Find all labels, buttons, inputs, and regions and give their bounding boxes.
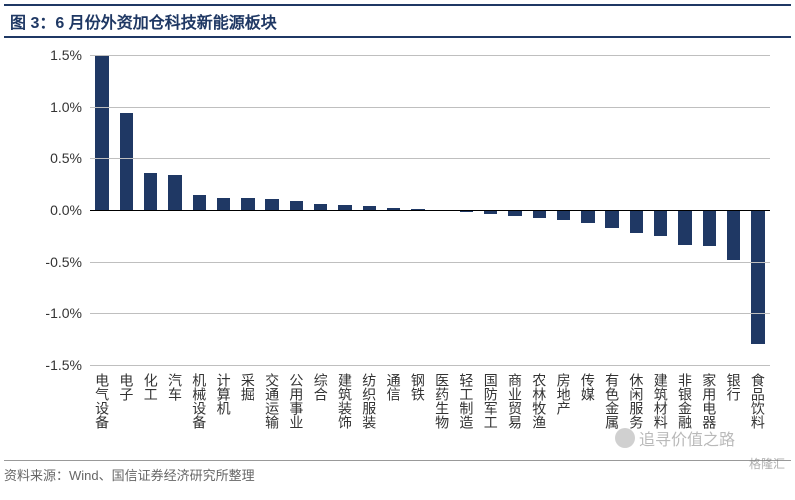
x-tick-label: 建筑装饰 [338,373,352,429]
grid-line [90,313,770,314]
y-tick-label: 1.0% [22,99,82,115]
bar [290,201,303,210]
logo-text: 格隆汇 [749,455,785,472]
grid-line [90,210,770,211]
bar [557,210,570,220]
y-tick-label: -0.5% [22,254,82,270]
x-tick-label: 综合 [314,373,328,401]
x-tick-label: 商业贸易 [508,373,522,429]
chart-area: -1.5%-1.0%-0.5%0.0%0.5%1.0%1.5%电气设备电子化工汽… [90,55,770,365]
grid-line [90,55,770,56]
x-tick-label: 休闲服务 [629,373,643,429]
x-tick-label: 非银金融 [678,373,692,429]
x-tick-label: 传媒 [581,373,595,401]
grid-line [90,262,770,263]
x-tick-label: 化工 [144,373,158,401]
source-line: 资料来源：Wind、国信证券经济研究所整理 [4,460,791,484]
x-tick-label: 农林牧渔 [532,373,546,429]
x-tick-label: 银行 [727,373,741,401]
x-tick-label: 轻工制造 [459,373,473,429]
bar [678,210,691,245]
source-text: 资料来源：Wind、国信证券经济研究所整理 [4,468,255,483]
bar [95,56,108,210]
bar [703,210,716,246]
grid-line [90,107,770,108]
x-tick-label: 国防军工 [484,373,498,429]
chart-title: 图 3：6 月份外资加仓科技新能源板块 [4,9,277,33]
x-tick-label: 交通运输 [265,373,279,429]
x-tick-label: 医药生物 [435,373,449,429]
title-bar: 图 3：6 月份外资加仓科技新能源板块 [4,4,791,38]
watermark: 追寻价值之路 [615,426,735,450]
bar [265,199,278,210]
x-tick-label: 钢铁 [411,373,425,401]
x-tick-label: 机械设备 [192,373,206,429]
bar [630,210,643,233]
y-tick-label: 1.5% [22,47,82,63]
bar [217,198,230,210]
wechat-icon [615,428,635,448]
bar [193,195,206,211]
x-tick-label: 公用事业 [289,373,303,429]
x-tick-label: 电子 [119,373,133,401]
x-tick-label: 通信 [387,373,401,401]
y-tick-label: 0.5% [22,150,82,166]
x-tick-label: 采掘 [241,373,255,401]
x-tick-label: 有色金属 [605,373,619,429]
bar [533,210,546,218]
figure-container: 图 3：6 月份外资加仓科技新能源板块 -1.5%-1.0%-0.5%0.0%0… [0,0,795,500]
grid-line [90,158,770,159]
x-tick-label: 纺织服装 [362,373,376,429]
bar [605,210,618,228]
bar [120,113,133,210]
watermark-text: 追寻价值之路 [639,426,735,450]
bar [144,173,157,210]
bar [241,198,254,210]
x-tick-label: 汽车 [168,373,182,401]
x-tick-label: 家用电器 [702,373,716,429]
x-tick-label: 食品饮料 [751,373,765,429]
bar [727,210,740,260]
grid-line [90,365,770,366]
x-tick-label: 建筑材料 [654,373,668,429]
x-tick-label: 电气设备 [95,373,109,429]
y-tick-label: 0.0% [22,202,82,218]
bar [168,175,181,210]
y-tick-label: -1.0% [22,305,82,321]
bar [581,210,594,223]
x-tick-label: 房地产 [557,373,571,415]
bar [751,210,764,344]
y-tick-label: -1.5% [22,357,82,373]
x-tick-label: 计算机 [217,373,231,415]
bar [654,210,667,236]
